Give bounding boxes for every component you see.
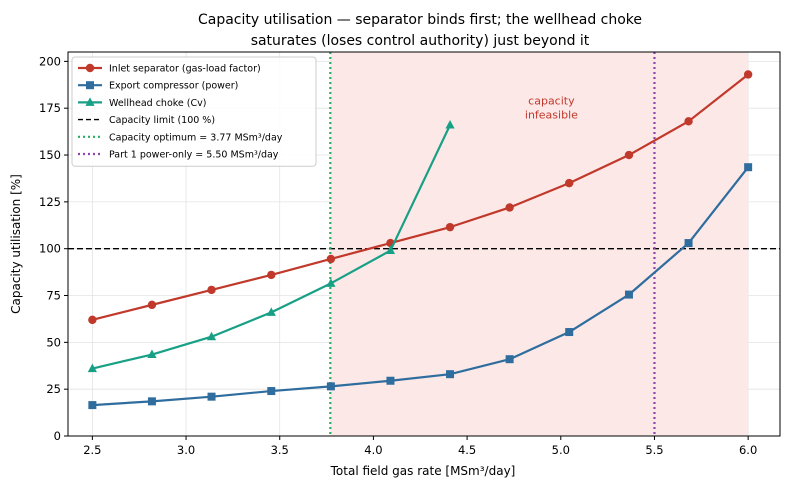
x-tick-label-1: 3.0 (177, 443, 195, 457)
series-0-point-1 (147, 300, 157, 310)
series-0-point-2 (207, 285, 216, 295)
series-0-point-7 (505, 203, 514, 212)
x-tick-label-3: 4.0 (364, 443, 382, 457)
series-0-point-8 (565, 178, 574, 188)
series-1-point-10 (684, 239, 693, 248)
legend-entry-5: Part 1 power-only = 5.50 MSm³/day (78, 150, 279, 161)
y-tick-label-7: 175 (39, 101, 61, 115)
series-2 (87, 120, 455, 373)
x-tick-label-7: 6.0 (739, 443, 757, 457)
y-tick-label-6: 150 (39, 148, 61, 162)
series-1-point-4 (326, 382, 335, 391)
infeasible-region-label-line-1: infeasible (525, 108, 578, 121)
series-0-point-3 (267, 270, 276, 280)
y-tick-label-2: 50 (46, 335, 61, 349)
infeasible-region-label: capacity infeasible (525, 94, 578, 121)
series-2-point-0 (87, 363, 97, 373)
legend-label-1: Export compressor (power) (109, 81, 238, 92)
legend-label-3: Capacity limit (100 %) (109, 115, 215, 126)
y-tick-label-3: 75 (46, 289, 61, 303)
series-0-line (92, 73, 749, 321)
chart-title: Capacity utilisation — separator binds f… (198, 12, 642, 49)
series-2-point-4 (326, 278, 336, 287)
legend-entry-3: Capacity limit (100 %) (78, 115, 215, 126)
legend-entry-2: Wellhead choke (Cv) (78, 97, 206, 109)
series-2-point-5 (385, 245, 396, 255)
legend: Inlet separator (gas-load factor) Export … (71, 56, 317, 167)
series-1-point-9 (624, 290, 633, 299)
x-tick-label-5: 5.0 (552, 443, 570, 457)
series-2-point-1 (147, 349, 157, 359)
legend-box (71, 56, 317, 167)
x-tick-label-0: 2.5 (83, 443, 101, 457)
chart-title-line-1: Capacity utilisation — separator binds f… (198, 12, 642, 28)
x-tick-label-6: 5.5 (645, 443, 663, 457)
legend-label-0: Inlet separator (gas-load factor) (109, 64, 261, 75)
series-0-point-10 (684, 117, 693, 126)
legend-label-4: Capacity optimum = 3.77 MSm³/day (109, 132, 283, 143)
series-0-point-6 (445, 222, 455, 232)
x-axis-label: Total field gas rate [MSm³/day] (330, 464, 516, 478)
x-tick-label-2: 3.5 (271, 443, 289, 457)
series-1-line (92, 166, 750, 407)
y-axis-label: Capacity utilisation [%] (9, 174, 23, 314)
legend-label-5: Part 1 power-only = 5.50 MSm³/day (109, 150, 279, 161)
legend-entry-1: Export compressor (power) (78, 81, 238, 92)
y-tick-label-4: 100 (39, 242, 61, 256)
x-tick-label-4: 4.5 (458, 443, 476, 457)
series-0-point-4 (326, 254, 336, 264)
plot-frame (67, 51, 781, 437)
chart-title-line-2: saturates (loses control authority) just… (251, 33, 590, 49)
reference-lines-layer (68, 52, 780, 436)
series-layer (87, 70, 753, 410)
series-1-point-1 (147, 397, 156, 406)
legend-swatch-marker-2 (85, 97, 95, 106)
legend-entry-0: Inlet separator (gas-load factor) (78, 64, 261, 75)
infeasible-region (330, 52, 749, 436)
series-0-point-0 (88, 315, 97, 325)
series-0 (88, 70, 753, 325)
legend-label-2: Wellhead choke (Cv) (109, 98, 206, 109)
series-1-point-0 (88, 401, 97, 410)
shaded-region-layer (330, 52, 749, 436)
series-1 (88, 163, 753, 410)
series-0-point-9 (624, 150, 634, 160)
y-tick-label-5: 125 (39, 195, 61, 209)
series-1-point-2 (207, 392, 216, 401)
series-1-point-6 (446, 370, 455, 379)
legend-entry-4: Capacity optimum = 3.77 MSm³/day (78, 132, 283, 143)
y-tick-label-1: 25 (46, 382, 61, 396)
series-2-point-3 (266, 307, 276, 316)
series-2-point-2 (206, 331, 217, 341)
infeasible-region-label-line-0: capacity (528, 94, 575, 107)
axes-layer: 2.5 3.0 3.5 4.0 4.5 5.0 5.5 6.0 0 25 50 75 100 125 150… (39, 51, 781, 457)
series-0-point-11 (743, 70, 753, 79)
series-2-point-6 (445, 120, 455, 129)
legend-swatch-marker-1 (86, 81, 94, 90)
series-1-point-5 (386, 376, 395, 385)
y-tick-label-8: 200 (39, 54, 61, 68)
legend-swatch-marker-0 (85, 63, 95, 73)
annotation-layer: capacity infeasible (525, 94, 578, 121)
series-1-point-8 (565, 328, 574, 337)
y-tick-label-0: 0 (54, 429, 61, 443)
series-1-point-3 (267, 387, 276, 396)
series-1-point-7 (505, 355, 514, 364)
series-1-point-11 (744, 163, 753, 172)
